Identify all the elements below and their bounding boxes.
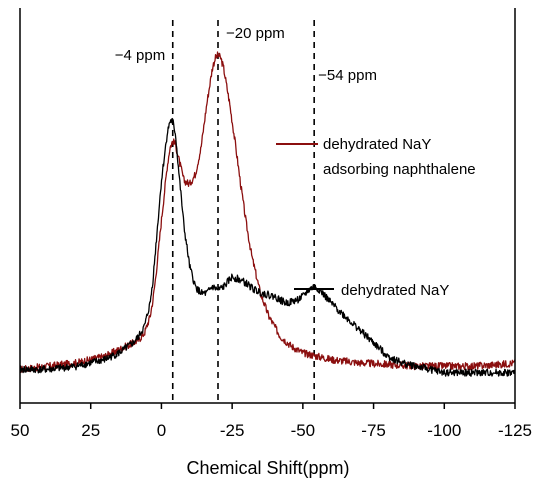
x-tick-label: 50 bbox=[11, 421, 30, 440]
x-tick-label: -50 bbox=[291, 421, 316, 440]
reference-line-label: −54 ppm bbox=[318, 67, 377, 84]
axis-layer: 50 25 0 -25 -50 -75 -100 -125 bbox=[11, 8, 532, 440]
reference-line-label: −4 ppm bbox=[115, 47, 165, 64]
series-line bbox=[19, 117, 516, 377]
reference-lines: −4 ppm −20 ppm −54 ppm bbox=[115, 20, 377, 403]
x-axis-title: Chemical Shift(ppm) bbox=[186, 458, 349, 478]
legend-label: dehydrated NaY bbox=[341, 282, 449, 299]
legend-label: dehydrated NaY bbox=[323, 136, 431, 153]
x-tick-label: -25 bbox=[220, 421, 245, 440]
series-layer bbox=[19, 51, 516, 377]
x-tick-label: -100 bbox=[427, 421, 461, 440]
legend-layer: dehydrated NaY adsorbing naphthalene dehyd… bbox=[276, 136, 476, 299]
x-tick-label: -125 bbox=[498, 421, 532, 440]
series-line bbox=[19, 51, 516, 374]
x-tick-label: 25 bbox=[81, 421, 100, 440]
reference-line-label: −20 ppm bbox=[226, 25, 285, 42]
legend-label: adsorbing naphthalene bbox=[323, 161, 476, 178]
x-tick-label: 0 bbox=[157, 421, 166, 440]
x-tick-label: -75 bbox=[361, 421, 386, 440]
